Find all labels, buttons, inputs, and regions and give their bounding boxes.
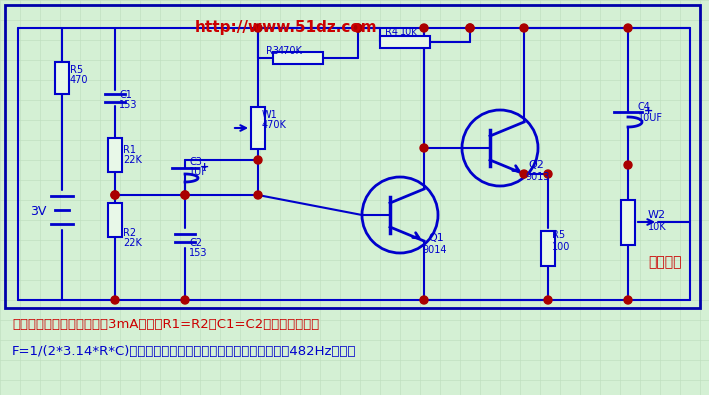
Text: 153: 153 [189, 248, 208, 258]
Circle shape [544, 296, 552, 304]
Bar [108, 203, 122, 237]
Text: R5: R5 [552, 230, 565, 240]
Circle shape [624, 161, 632, 169]
Text: 1UF: 1UF [189, 167, 208, 177]
Circle shape [111, 191, 119, 199]
Text: 9013: 9013 [525, 172, 549, 182]
Text: 正弦波信号发生器，耗电仅3mA左右。R1=R2、C1=C2决定振荡频率。: 正弦波信号发生器，耗电仅3mA左右。R1=R2、C1=C2决定振荡频率。 [12, 318, 319, 331]
Bar [5, 5, 700, 308]
Circle shape [181, 191, 189, 199]
Circle shape [420, 144, 428, 152]
Circle shape [254, 156, 262, 164]
Text: 470K: 470K [278, 46, 303, 56]
Text: 信号输出: 信号输出 [648, 255, 681, 269]
Bar [541, 231, 555, 265]
Text: R1: R1 [123, 145, 136, 155]
Text: 470: 470 [70, 75, 89, 85]
Text: 22K: 22K [123, 155, 142, 165]
Bar [251, 107, 265, 149]
Text: 10K: 10K [648, 222, 666, 232]
Bar [621, 199, 635, 245]
Bar [55, 62, 69, 94]
Text: F=1/(2*3.14*R*C)，单位分别为赫兹、欧姆、法拉。本图频率在482Hz左右。: F=1/(2*3.14*R*C)，单位分别为赫兹、欧姆、法拉。本图频率在482H… [12, 345, 357, 358]
Circle shape [544, 170, 552, 178]
Circle shape [354, 24, 362, 32]
Text: 10UF: 10UF [638, 113, 663, 123]
Circle shape [111, 296, 119, 304]
Circle shape [354, 24, 362, 32]
Bar [380, 36, 430, 48]
Circle shape [254, 24, 262, 32]
Text: R3: R3 [266, 46, 279, 56]
Text: +: + [200, 162, 209, 172]
Text: C1: C1 [119, 90, 132, 100]
Text: R2: R2 [123, 228, 136, 238]
Text: 22K: 22K [123, 238, 142, 248]
Text: C2: C2 [189, 238, 202, 248]
Circle shape [466, 24, 474, 32]
Text: R5: R5 [70, 65, 83, 75]
Circle shape [254, 191, 262, 199]
Circle shape [520, 24, 528, 32]
Text: 9014: 9014 [422, 245, 447, 255]
Circle shape [624, 24, 632, 32]
Circle shape [420, 24, 428, 32]
Circle shape [520, 170, 528, 178]
Circle shape [420, 296, 428, 304]
Text: C4: C4 [638, 102, 651, 112]
Circle shape [181, 296, 189, 304]
Text: 153: 153 [119, 100, 138, 110]
Bar [273, 52, 323, 64]
Circle shape [181, 191, 189, 199]
Circle shape [466, 24, 474, 32]
Text: R4: R4 [385, 27, 398, 37]
Text: +: + [644, 106, 653, 116]
Text: Q1: Q1 [428, 233, 444, 243]
Bar [108, 138, 122, 172]
Text: C3: C3 [189, 157, 202, 167]
Text: W1: W1 [262, 110, 278, 120]
Text: 100: 100 [552, 242, 570, 252]
Circle shape [624, 296, 632, 304]
Text: W2: W2 [648, 210, 666, 220]
Text: 3V: 3V [30, 205, 46, 218]
Text: 470K: 470K [262, 120, 287, 130]
Text: Q2: Q2 [528, 160, 544, 170]
Text: http://www.51dz.com: http://www.51dz.com [195, 20, 378, 35]
Text: 10k: 10k [400, 27, 418, 37]
Circle shape [111, 191, 119, 199]
